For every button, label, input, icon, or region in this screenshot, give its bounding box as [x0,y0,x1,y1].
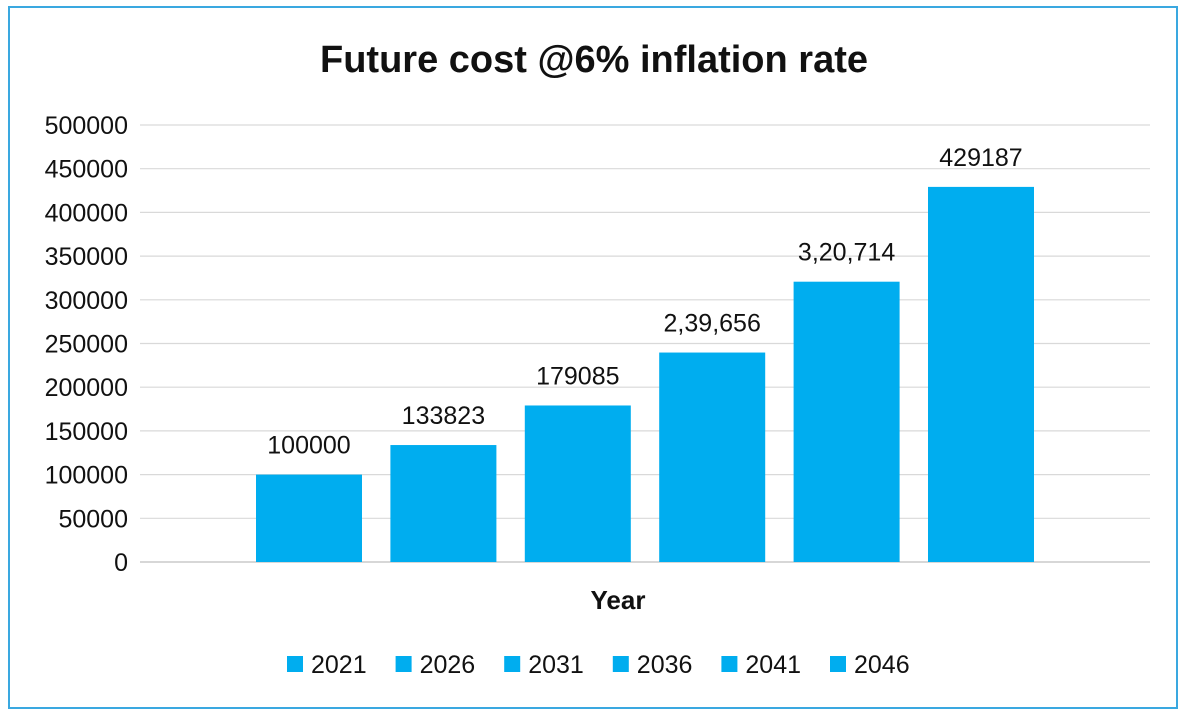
y-tick-label: 450000 [45,156,128,184]
y-tick-label: 50000 [58,505,128,533]
legend-label-2041: 2041 [745,651,801,679]
legend-label-2026: 2026 [420,651,476,679]
y-axis-ticks: 0 50000 100000 150000 200000 250000 300000 3500… [45,112,128,577]
bar-2026 [390,445,497,562]
data-label-2026: 133823 [402,402,485,430]
y-tick-label: 500000 [45,112,128,140]
legend-swatch-2041 [721,656,738,672]
legend-swatch-2046 [830,656,846,672]
bar-2031 [524,405,631,562]
data-label-2031: 179085 [536,362,619,390]
legend-label-2036: 2036 [637,651,693,679]
y-tick-label: 200000 [45,374,128,402]
bars [256,186,1034,562]
legend-label-2031: 2031 [528,651,584,679]
legend-swatch-2026 [395,656,412,672]
data-label-2041: 3,20,714 [798,239,895,267]
y-tick-label: 100000 [45,462,128,490]
y-tick-label: 0 [114,549,128,577]
x-axis-label: Year [591,585,646,615]
legend: 2021 2026 2031 2036 2041 2046 [287,651,910,679]
data-label-2036: 2,39,656 [664,310,761,338]
bar-2036 [659,352,766,562]
chart-title: Future cost @6% inflation rate [320,39,868,81]
y-tick-label: 350000 [45,243,128,271]
data-labels: 100000 133823 179085 2,39,656 3,20,714 429187 [267,144,1022,460]
legend-label-2021: 2021 [311,651,367,679]
legend-swatch-2036 [612,656,629,672]
legend-swatch-2031 [504,656,521,672]
bar-2021 [256,474,362,562]
y-tick-label: 150000 [45,418,128,446]
bar-2046 [928,186,1034,562]
y-tick-label: 400000 [45,199,128,227]
bar-2041 [793,281,900,562]
y-tick-label: 250000 [45,331,128,359]
y-tick-label: 300000 [45,287,128,315]
data-label-2021: 100000 [267,432,350,460]
legend-label-2046: 2046 [854,651,910,679]
legend-swatch-2021 [287,656,303,672]
data-label-2046: 429187 [939,144,1022,172]
